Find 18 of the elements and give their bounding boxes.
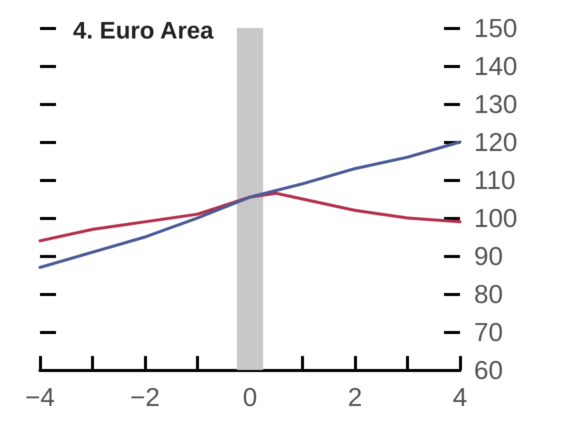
y-tick-label: 70 [474,317,503,347]
line-series [38,192,462,242]
x-tick-label: −4 [25,382,55,412]
y-tick-label: 90 [474,241,503,271]
line-series [38,140,462,269]
y-tick-label: 120 [474,127,518,157]
x-tick-label: 4 [452,382,468,412]
x-tick-label: −2 [130,382,160,412]
y-tick-label: 110 [474,165,516,195]
x-tick-label: 2 [348,382,362,412]
y-tick-label: 100 [474,203,518,233]
y-tick-label: 130 [474,89,518,119]
chart-title: 4. Euro Area [73,18,214,44]
y-tick-label: 150 [474,13,518,43]
x-tick-label: 0 [242,382,258,412]
y-tick-label: 140 [474,51,518,81]
y-tick-label: 80 [474,279,503,309]
y-tick-label: 60 [474,355,503,385]
